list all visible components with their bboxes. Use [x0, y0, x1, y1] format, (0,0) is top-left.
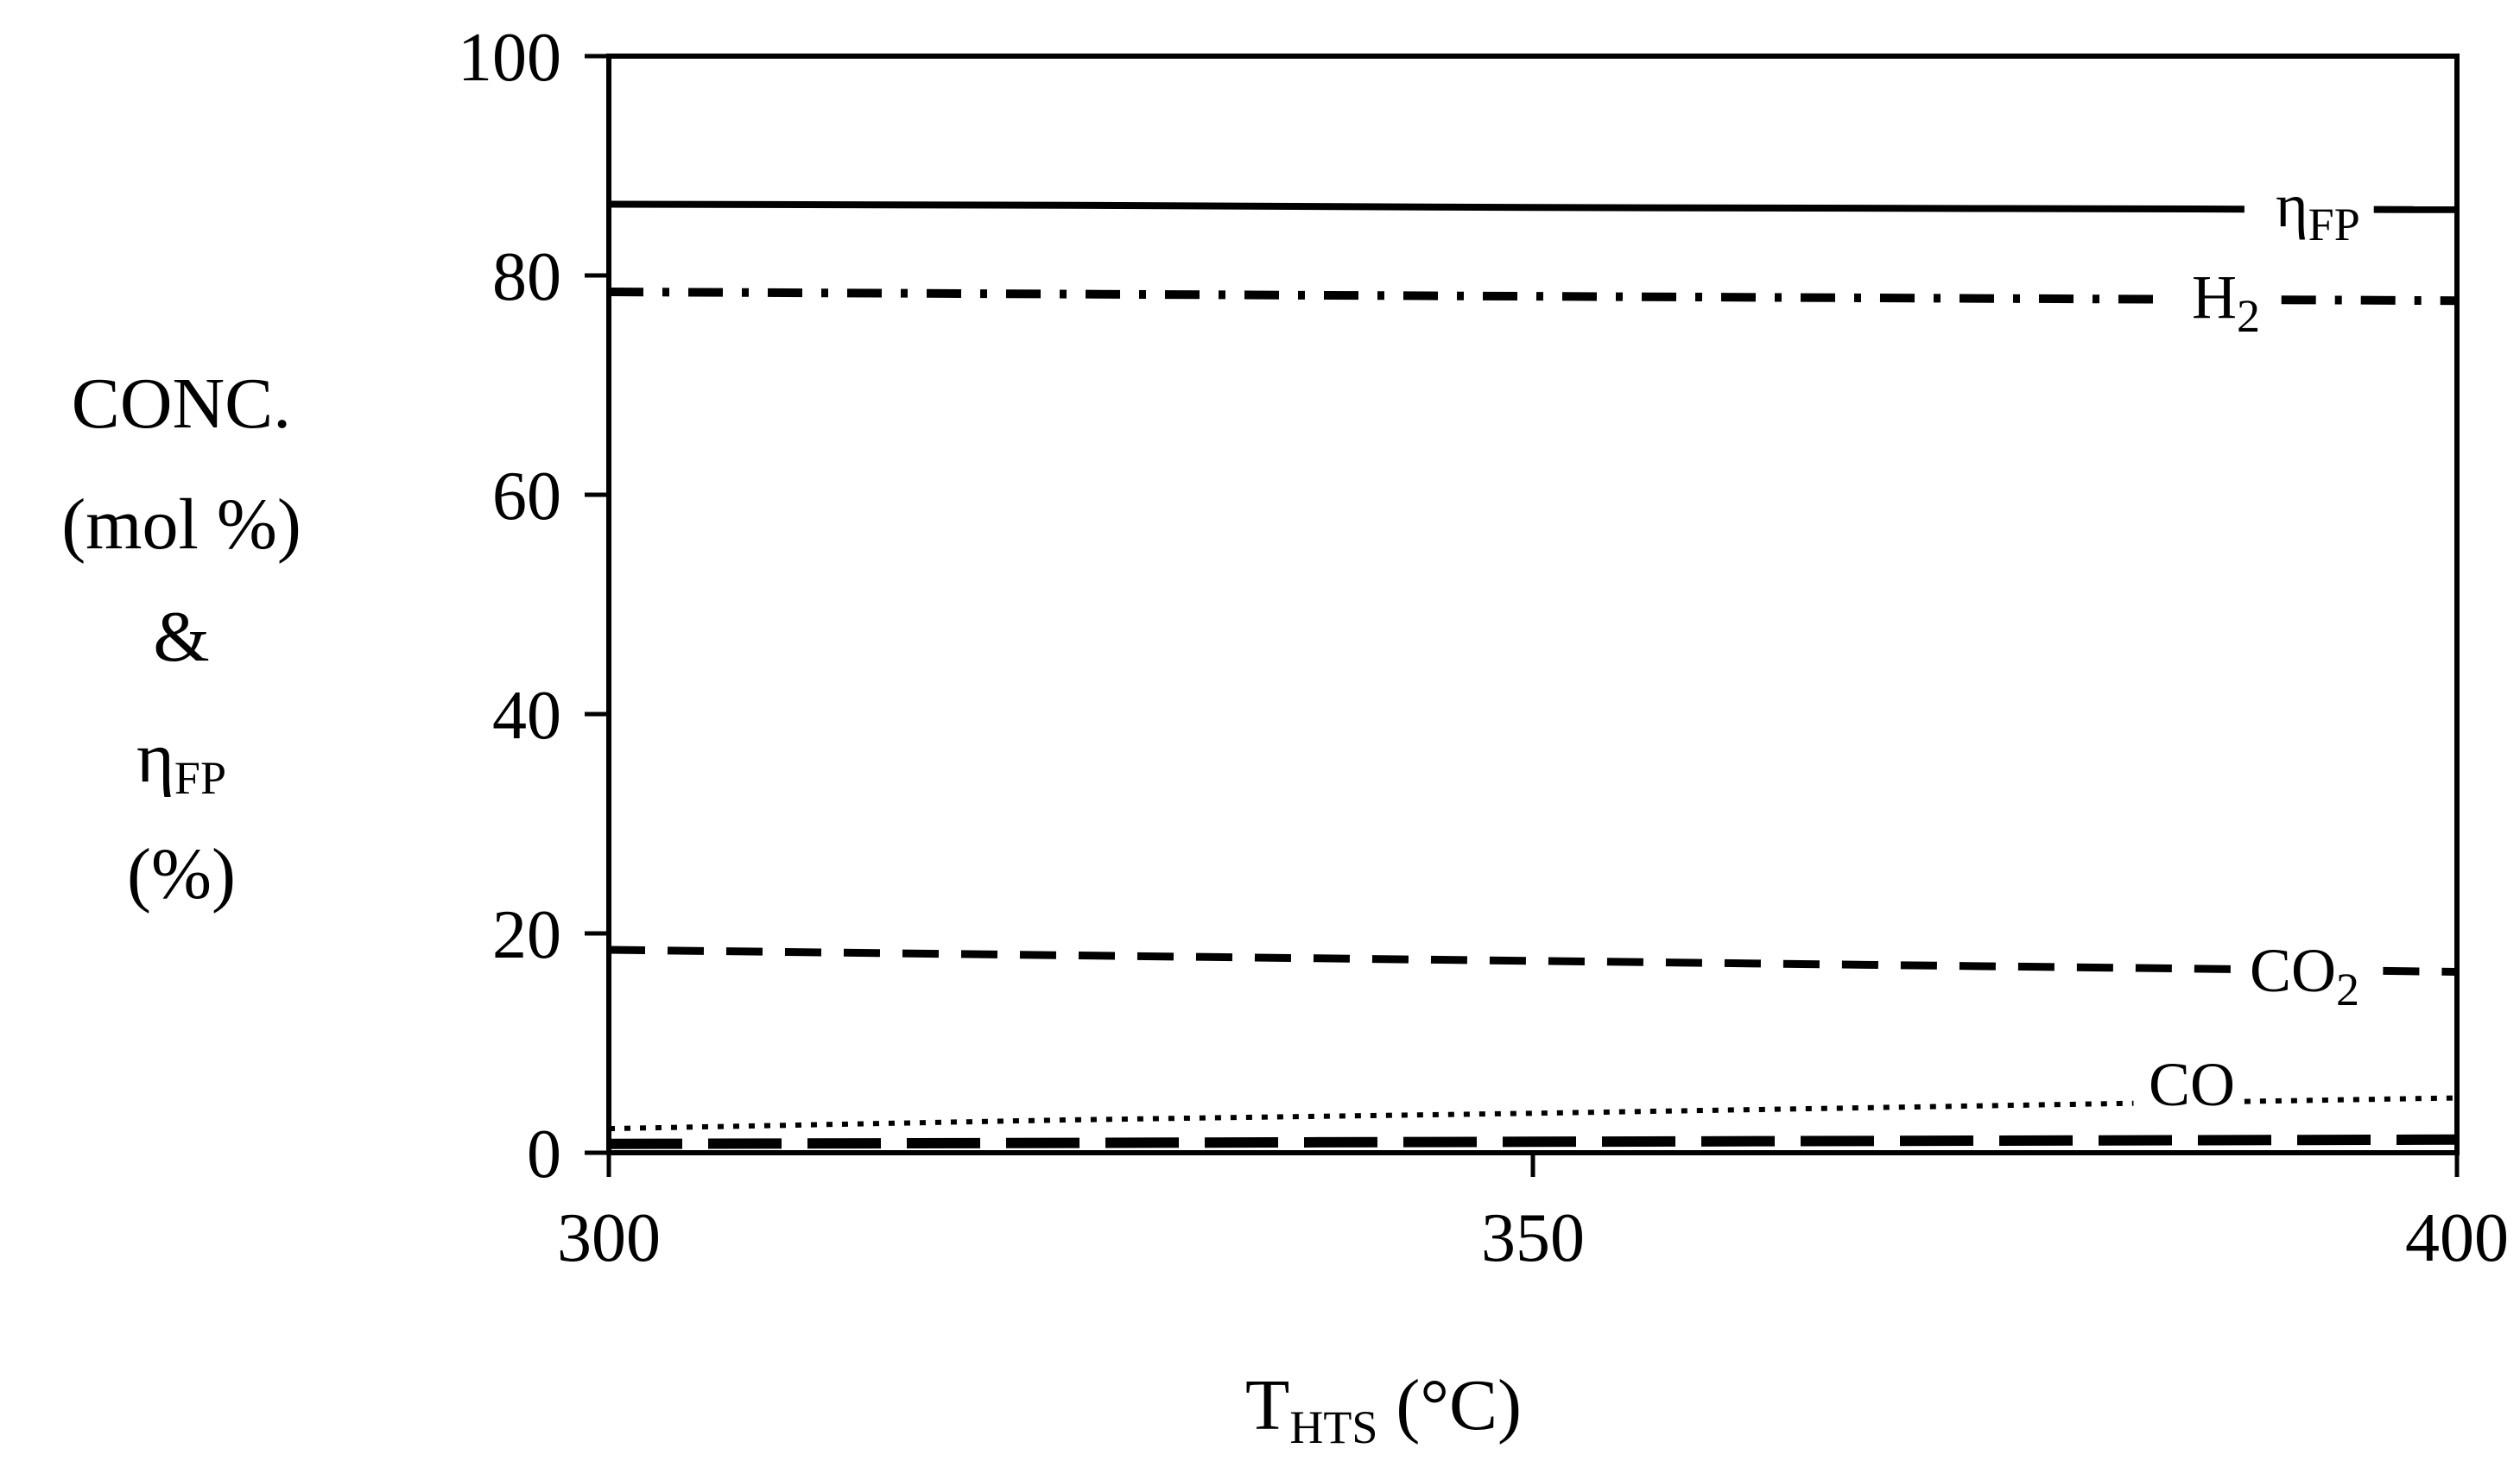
- series-label-sub: 2: [2336, 964, 2359, 1015]
- x-tick-label: 350: [1481, 1200, 1585, 1276]
- y-axis-ticks: 0 20 40 60 80 100: [458, 20, 609, 1192]
- y-tick-label: 0: [527, 1116, 561, 1192]
- x-tick-label: 400: [2405, 1200, 2509, 1276]
- x-axis-title-main: T: [1245, 1365, 1289, 1445]
- series-line-co: [2244, 1095, 2458, 1104]
- y-axis-title-eta-sub: FP: [174, 752, 226, 804]
- series-label-co: CO: [2149, 1050, 2235, 1119]
- y-tick-label: 80: [492, 239, 561, 315]
- series-label-co2: CO2: [2250, 936, 2359, 1015]
- series-line-unlabeled: [608, 1134, 2458, 1149]
- series-label-sub: 2: [2237, 290, 2260, 342]
- series-line-co2: [608, 946, 2254, 974]
- x-axis-title-unit: (°C): [1377, 1365, 1522, 1445]
- plot-area-border: [606, 54, 2460, 1155]
- y-tick-label: 40: [492, 678, 561, 754]
- y-axis-title-line-2: (mol %): [61, 484, 301, 565]
- y-axis-title-line-1: CONC.: [72, 364, 291, 444]
- series-label-sub: FP: [2308, 199, 2360, 250]
- series-lines: [608, 200, 2458, 1149]
- y-axis-title-line-3: &: [153, 597, 209, 677]
- x-axis-title-sub: HTS: [1289, 1401, 1377, 1453]
- series-line-ηfp: [608, 200, 2245, 213]
- series-label-ηfp: ηFP: [2276, 171, 2360, 250]
- series-label-main: CO: [2250, 936, 2336, 1005]
- series-label-h2: H2: [2192, 262, 2260, 342]
- series-line-co: [608, 1100, 2134, 1132]
- series-label-main: H: [2192, 262, 2237, 332]
- y-tick-label: 100: [458, 20, 561, 96]
- y-tick-label: 60: [492, 459, 561, 534]
- series-line-h2: [608, 288, 2171, 304]
- x-tick-label: 300: [557, 1200, 661, 1276]
- y-axis-title-eta: η: [136, 718, 174, 798]
- series-label-main: η: [2276, 171, 2308, 240]
- plot-frame: [606, 54, 2460, 1155]
- y-tick-label: 20: [492, 897, 561, 973]
- x-axis-title: THTS (°C): [1245, 1365, 1522, 1453]
- y-axis-title-line-4: ηFP: [136, 718, 226, 804]
- series-label-main: CO: [2149, 1050, 2235, 1119]
- y-axis-title: CONC. (mol %) & ηFP (%): [61, 364, 301, 914]
- y-axis-title-line-5: (%): [127, 834, 236, 914]
- x-axis-ticks: 300 350 400: [557, 1153, 2509, 1276]
